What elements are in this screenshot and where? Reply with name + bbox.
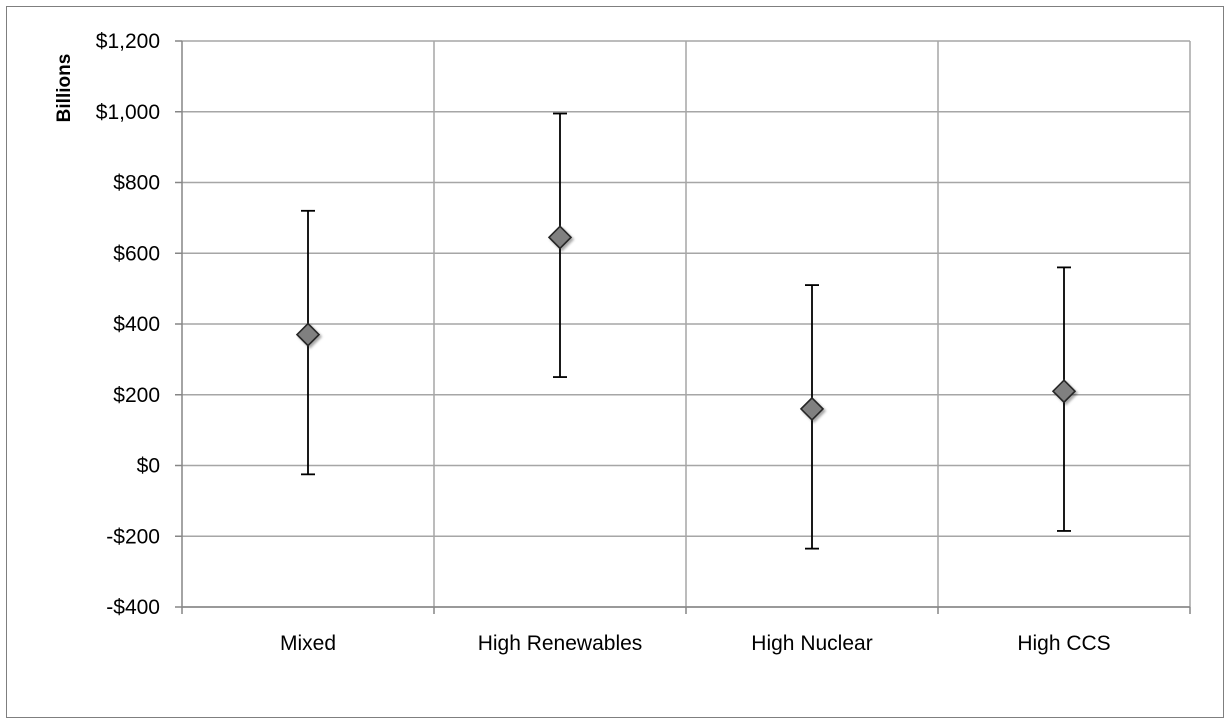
x-tick-label: High CCS xyxy=(1017,632,1110,655)
x-tick-labels: Mixed High Renewables High Nuclear High CCS xyxy=(280,632,1111,655)
y-tick-labels: -$400 -$200 $0 $200 $400 $600 $800 $1,000 $1,200 xyxy=(96,30,160,619)
x-tick-label: Mixed xyxy=(280,632,336,655)
y-tick-label: -$200 xyxy=(106,525,160,548)
data-point-diamond xyxy=(547,225,573,250)
chart-frame xyxy=(6,6,1224,718)
y-axis-title: Billions xyxy=(54,54,75,123)
x-tick-label: High Nuclear xyxy=(751,632,872,655)
y-tick-label: $1,200 xyxy=(96,30,160,53)
data-point-diamond xyxy=(295,322,321,347)
data-markers xyxy=(295,225,1077,422)
y-tick-label: $200 xyxy=(113,384,160,407)
y-tick-label: $800 xyxy=(113,172,160,195)
y-tick-label: $600 xyxy=(113,242,160,265)
y-tick-label: $400 xyxy=(113,313,160,336)
data-point-diamond xyxy=(799,396,825,422)
gridlines xyxy=(182,40,1191,608)
data-point-diamond xyxy=(1051,379,1077,404)
y-tick-label: $1,000 xyxy=(96,101,160,124)
y-tick-label: $0 xyxy=(137,455,160,478)
axes xyxy=(175,40,1191,614)
x-tick-label: High Renewables xyxy=(478,632,643,655)
y-tick-label: -$400 xyxy=(106,596,160,619)
